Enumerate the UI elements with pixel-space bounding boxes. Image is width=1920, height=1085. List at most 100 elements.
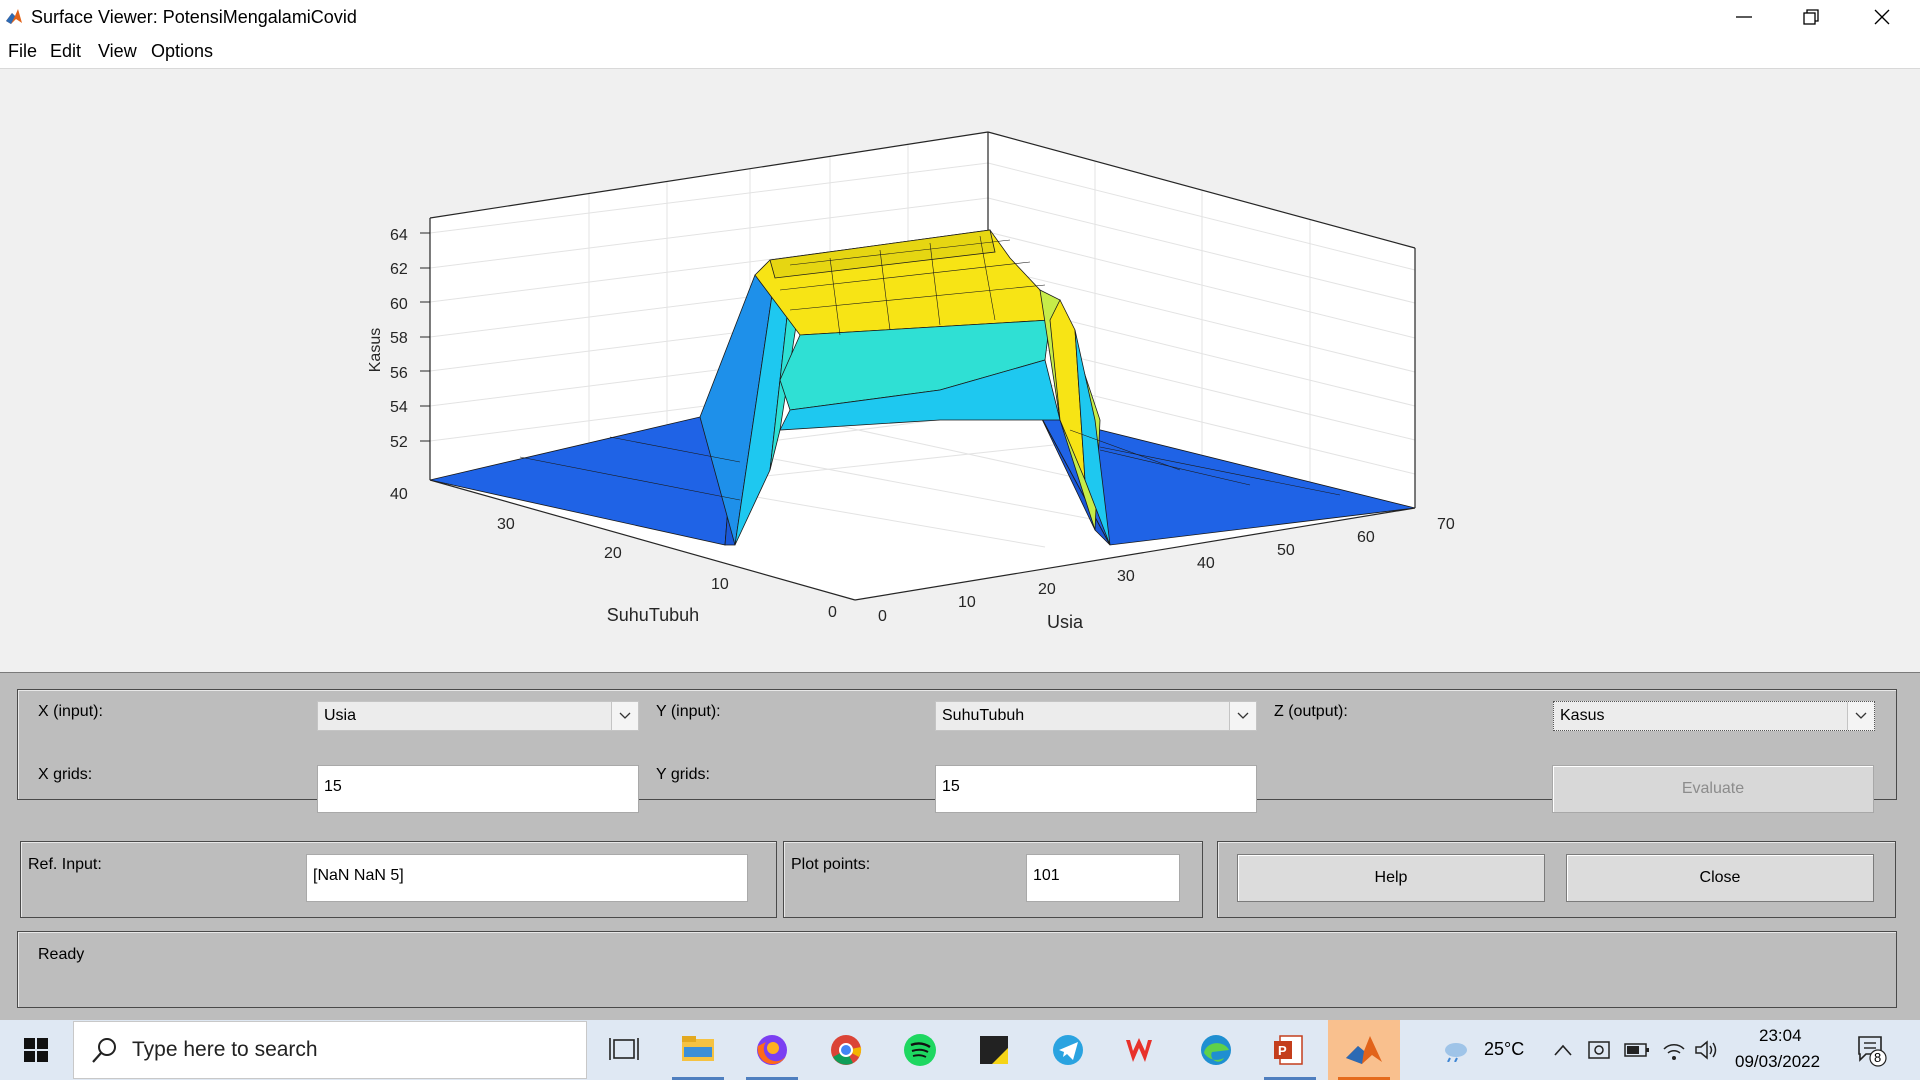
- task-view-button[interactable]: [588, 1020, 660, 1080]
- restore-button[interactable]: [1778, 0, 1846, 34]
- z-output-dropdown[interactable]: [1847, 702, 1874, 730]
- close-icon: [1874, 9, 1890, 25]
- chevron-down-icon: [1855, 712, 1867, 719]
- plot-points-label: Plot points:: [791, 856, 871, 873]
- z-axis-label: Kasus: [367, 328, 384, 372]
- x-tick: 0: [878, 608, 887, 625]
- z-tick: 62: [390, 261, 408, 278]
- sticky-notes-icon: [980, 1036, 1008, 1064]
- y-input-label: Y (input):: [656, 703, 721, 720]
- x-grids-label: X grids:: [38, 766, 93, 783]
- y-input-value: SuhuTubuh: [942, 707, 1025, 724]
- sync-icon[interactable]: [1588, 1039, 1612, 1061]
- chevron-down-icon: [1237, 712, 1249, 719]
- windows-icon: [24, 1038, 48, 1062]
- taskbar-sticky-notes[interactable]: [958, 1020, 1030, 1080]
- folder-icon: [682, 1036, 714, 1061]
- ref-input-field[interactable]: [NaN NaN 5]: [306, 854, 748, 902]
- x-input-label: X (input):: [38, 703, 103, 720]
- surface-plot[interactable]: 64 62 60 58 56 54 52 40 Kasus 0 10 20 30…: [0, 69, 1920, 672]
- restore-icon: [1803, 9, 1819, 25]
- z-output-select[interactable]: Kasus: [1553, 701, 1875, 731]
- powerpoint-icon: P: [1274, 1035, 1303, 1065]
- taskbar-telegram[interactable]: [1032, 1020, 1104, 1080]
- x-tick: 30: [1117, 568, 1135, 585]
- firefox-icon: [757, 1035, 787, 1065]
- wps-icon: [1126, 1038, 1152, 1062]
- z-output-value: Kasus: [1560, 707, 1605, 724]
- x-input-select[interactable]: Usia: [317, 701, 639, 731]
- z-tick-marks: [420, 232, 430, 442]
- ref-input-label: Ref. Input:: [28, 856, 102, 873]
- active-indicator: [1338, 1077, 1390, 1080]
- notification-icon[interactable]: [1856, 1034, 1888, 1068]
- taskbar-chrome[interactable]: [810, 1020, 882, 1080]
- matlab-icon: [1346, 1036, 1382, 1064]
- clock-date[interactable]: 09/03/2022: [1735, 1052, 1821, 1071]
- y-axis-label: SuhuTubuh: [607, 605, 699, 625]
- y-tick: 20: [604, 545, 622, 562]
- search-icon: [92, 1038, 116, 1063]
- y-grids-input[interactable]: 15: [935, 765, 1257, 813]
- y-tick: 0: [828, 604, 837, 621]
- taskbar: Type here to search: [0, 1020, 1920, 1080]
- wifi-icon[interactable]: [1662, 1041, 1686, 1061]
- taskbar-wps[interactable]: [1106, 1020, 1178, 1080]
- window-title: Surface Viewer: PotensiMengalamiCovid: [31, 7, 357, 27]
- menu-options[interactable]: Options: [151, 41, 214, 61]
- battery-icon[interactable]: [1624, 1042, 1650, 1058]
- chevron-up-icon[interactable]: [1553, 1043, 1573, 1057]
- plot-points-field[interactable]: 101: [1026, 854, 1180, 902]
- weather-temperature[interactable]: 25°C: [1484, 1039, 1525, 1059]
- notification-count: 8: [1874, 1050, 1882, 1065]
- close-button[interactable]: Close: [1566, 854, 1874, 902]
- x-tick: 20: [1038, 581, 1056, 598]
- surface-grid-lines: [519, 235, 1341, 501]
- x-axis-ticks: 0 10 20 30 40 50 60 70: [878, 516, 1455, 625]
- y-tick: 30: [497, 516, 515, 533]
- active-indicator: [1264, 1077, 1316, 1080]
- menu-view[interactable]: View: [98, 41, 137, 61]
- taskbar-firefox[interactable]: [736, 1020, 808, 1080]
- clock-time[interactable]: 23:04: [1759, 1026, 1802, 1045]
- x-tick: 40: [1197, 555, 1215, 572]
- taskbar-edge[interactable]: [1180, 1020, 1252, 1080]
- z-tick: 56: [390, 365, 408, 382]
- spotify-icon: [904, 1034, 936, 1066]
- z-tick: 40: [390, 486, 408, 503]
- minimize-button[interactable]: [1710, 0, 1778, 34]
- taskbar-search[interactable]: Type here to search: [73, 1021, 587, 1079]
- control-panel: X (input): Usia Y (input): SuhuTubuh Z (…: [0, 672, 1920, 1021]
- taskbar-matlab[interactable]: [1328, 1020, 1400, 1080]
- chevron-down-icon: [619, 712, 631, 719]
- x-input-dropdown[interactable]: [611, 702, 638, 730]
- volume-icon[interactable]: [1694, 1039, 1720, 1061]
- x-tick: 70: [1437, 516, 1455, 533]
- taskbar-powerpoint[interactable]: P: [1254, 1020, 1326, 1080]
- x-tick: 10: [958, 594, 976, 611]
- x-tick: 60: [1357, 529, 1375, 546]
- evaluate-button[interactable]: Evaluate: [1552, 765, 1874, 813]
- x-input-value: Usia: [324, 707, 357, 724]
- help-button[interactable]: Help: [1237, 854, 1545, 902]
- status-frame: [17, 931, 1897, 1008]
- y-input-dropdown[interactable]: [1229, 702, 1256, 730]
- taskbar-spotify[interactable]: [884, 1020, 956, 1080]
- menu-file[interactable]: File: [8, 41, 38, 61]
- x-grids-input[interactable]: 15: [317, 765, 639, 813]
- ref-input-frame: [20, 841, 777, 918]
- task-view-icon: [609, 1038, 639, 1060]
- x-tick: 50: [1277, 542, 1295, 559]
- start-button[interactable]: [0, 1020, 72, 1080]
- surface-plot-area: 64 62 60 58 56 54 52 40 Kasus 0 10 20 30…: [0, 69, 1920, 672]
- y-axis-ticks: 30 20 10 0: [497, 516, 837, 621]
- z-axis-ticks: 64 62 60 58 56 54 52 40: [390, 227, 408, 503]
- taskbar-file-explorer[interactable]: [662, 1020, 734, 1080]
- title-bar: Surface Viewer: PotensiMengalamiCovid: [0, 0, 1920, 34]
- minimize-icon: [1736, 16, 1752, 18]
- y-grids-label: Y grids:: [656, 766, 710, 783]
- close-window-button[interactable]: [1848, 0, 1916, 34]
- z-output-label: Z (output):: [1274, 703, 1348, 720]
- menu-edit[interactable]: Edit: [50, 41, 82, 61]
- y-input-select[interactable]: SuhuTubuh: [935, 701, 1257, 731]
